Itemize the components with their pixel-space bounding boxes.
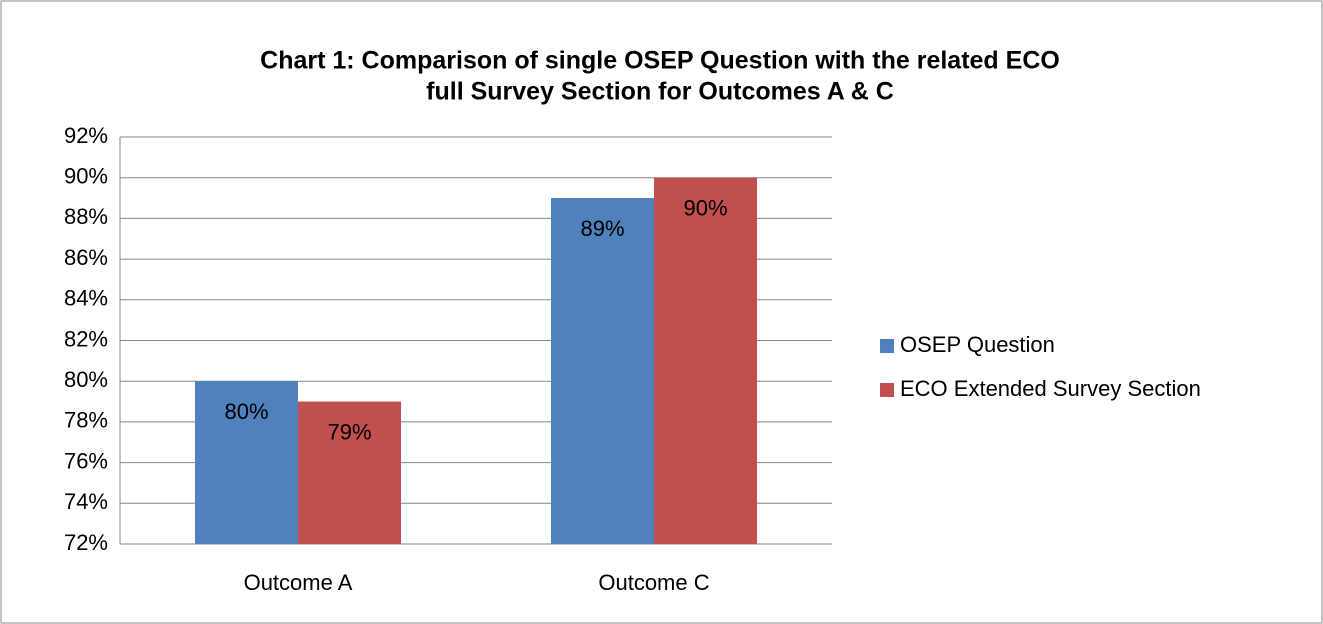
data-label: 90% [683, 196, 727, 221]
y-tick-label: 72% [64, 530, 108, 555]
chart-title: Chart 1: Comparison of single OSEP Quest… [260, 47, 1060, 75]
x-tick-label: Outcome C [598, 570, 709, 595]
x-tick-label: Outcome A [244, 570, 353, 595]
bar [551, 198, 654, 545]
bar [195, 381, 298, 544]
legend-swatch [880, 383, 894, 397]
y-tick-label: 84% [64, 286, 108, 311]
legend-label: ECO Extended Survey Section [900, 376, 1201, 401]
y-tick-label: 92% [64, 123, 108, 148]
y-tick-label: 86% [64, 245, 108, 270]
y-tick-label: 78% [64, 408, 108, 433]
y-tick-label: 76% [64, 448, 108, 473]
data-label: 89% [580, 216, 624, 241]
data-label: 80% [224, 399, 268, 424]
bar [654, 177, 757, 544]
bar [298, 401, 401, 544]
y-tick-label: 74% [64, 489, 108, 514]
legend-swatch [880, 339, 894, 353]
chart-title: full Survey Section for Outcomes A & C [426, 78, 894, 106]
legend-label: OSEP Question [900, 332, 1055, 357]
y-tick-label: 82% [64, 326, 108, 351]
y-tick-label: 88% [64, 204, 108, 229]
data-label: 79% [327, 419, 371, 444]
y-tick-label: 90% [64, 164, 108, 189]
y-tick-label: 80% [64, 367, 108, 392]
